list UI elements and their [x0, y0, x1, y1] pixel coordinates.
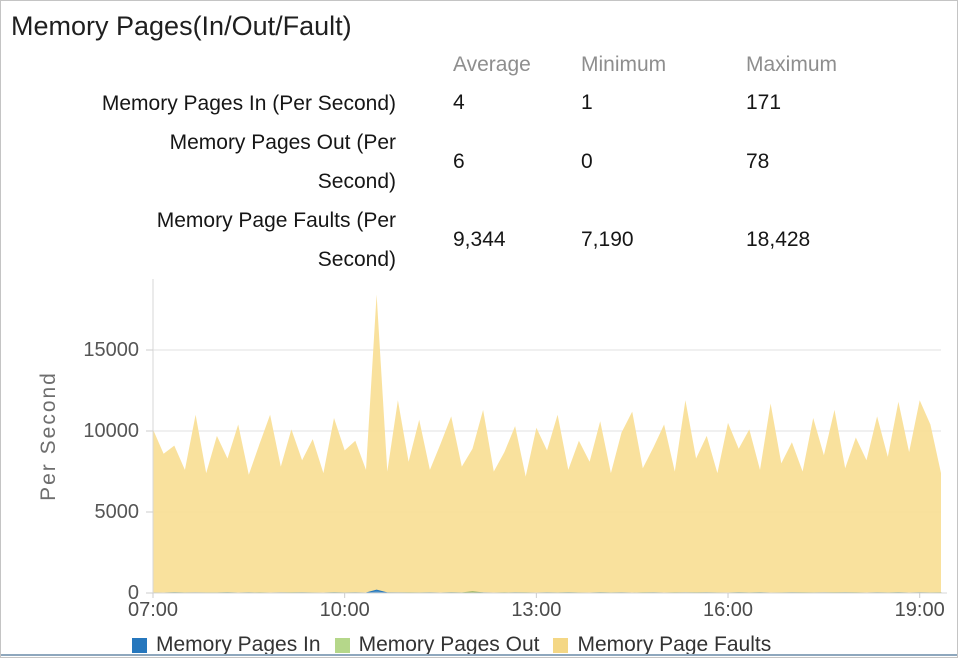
x-tick-label: 16:00 [702, 599, 754, 621]
stats-row-label-pages-out: Memory Pages Out (Per Second) [1, 123, 453, 201]
y-tick-label: 0 [127, 582, 139, 604]
legend-swatch [334, 637, 350, 653]
stats-row-label-pages-in: Memory Pages In (Per Second) [1, 83, 453, 123]
stats-value-pages-in-average: 4 [453, 91, 465, 114]
x-tick-label: 13:00 [511, 599, 562, 621]
stats-row-label-page-faults: Memory Page Faults (Per Second) [1, 201, 453, 279]
y-tick-label: 15000 [83, 339, 139, 361]
x-tick-label: 07:00 [127, 599, 179, 621]
x-tick-label: 10:00 [319, 599, 370, 621]
stats-value-page-faults-minimum: 7,190 [581, 228, 634, 251]
stats-value-pages-in-maximum: 171 [746, 91, 782, 114]
stats-value-page-faults-maximum: 18,428 [746, 228, 811, 251]
widget-bottom-border [1, 654, 957, 656]
stats-table: Average Minimum Maximum Memory Pages In … [1, 47, 931, 279]
legend-label: Memory Pages Out [358, 633, 540, 656]
stats-header-maximum: Maximum [746, 53, 838, 76]
stats-value-pages-in-minimum: 1 [581, 91, 593, 114]
legend-label: Memory Pages In [156, 633, 321, 656]
legend-item-memory-page-faults[interactable]: Memory Page Faults [553, 633, 771, 657]
y-tick-label: 5000 [94, 501, 140, 523]
stats-header-average: Average [453, 53, 531, 76]
chart-legend: Memory Pages In Memory Pages Out Memory Pa… [132, 633, 771, 657]
widget-title: Memory Pages(In/Out/Fault) [11, 11, 352, 41]
legend-item-memory-pages-out[interactable]: Memory Pages Out [334, 633, 540, 657]
stats-value-page-faults-average: 9,344 [453, 228, 506, 251]
stats-value-pages-out-minimum: 0 [581, 150, 593, 173]
stats-row-label-line: Second) [317, 170, 396, 193]
stats-header-minimum: Minimum [581, 53, 667, 76]
stats-row-label-line: Memory Page Faults (Per [156, 209, 396, 232]
stats-row-label-line: Memory Pages Out (Per [169, 131, 396, 154]
series-area-memory-page-faults[interactable] [153, 294, 941, 594]
stats-row-label-line: Memory Pages In (Per Second) [101, 91, 396, 115]
y-tick-label: 10000 [83, 420, 139, 442]
legend-item-memory-pages-in[interactable]: Memory Pages In [132, 633, 321, 657]
stats-row-label-line: Second) [317, 248, 396, 271]
stats-value-pages-out-average: 6 [453, 150, 465, 173]
stats-value-pages-out-maximum: 78 [746, 150, 770, 173]
legend-label: Memory Page Faults [577, 633, 772, 656]
x-tick-label: 19:00 [894, 599, 945, 621]
legend-swatch [132, 637, 147, 653]
legend-swatch [553, 637, 569, 653]
